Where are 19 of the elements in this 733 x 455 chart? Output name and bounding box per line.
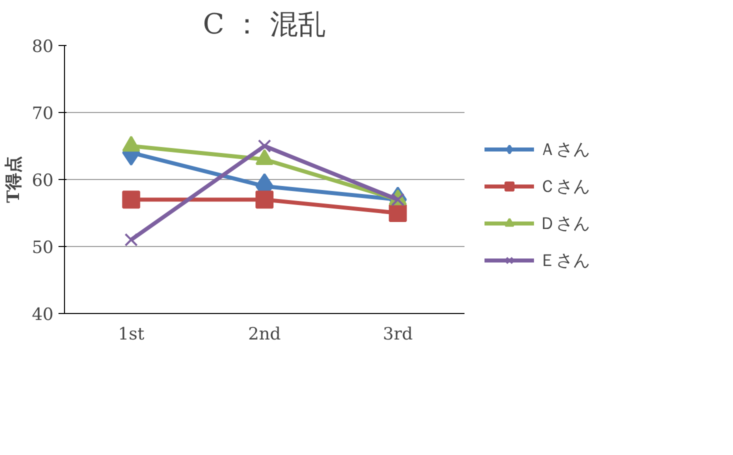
x-tick-label: 1st — [118, 324, 145, 344]
chart-title: C ： 混乱 — [202, 8, 326, 40]
y-tick-label: 60 — [32, 171, 54, 191]
point — [256, 190, 274, 209]
y-tick-label: 70 — [32, 104, 54, 124]
legend-label: Ａさん — [539, 138, 590, 160]
legend-label: Ｄさん — [539, 212, 590, 234]
y-tick-label: 40 — [32, 305, 54, 325]
y-tick-label: 50 — [32, 238, 54, 258]
y-tick-label: 80 — [32, 37, 54, 57]
legend-label: Ｅさん — [539, 250, 590, 272]
point — [258, 139, 272, 153]
point — [124, 233, 138, 246]
legend-label: Ｃさん — [539, 176, 590, 198]
x-tick-label: 3rd — [382, 324, 413, 344]
x-tick-label: 2nd — [248, 324, 281, 344]
y-axis-title: T得点 — [4, 156, 24, 203]
point — [122, 190, 140, 209]
point — [388, 204, 407, 222]
